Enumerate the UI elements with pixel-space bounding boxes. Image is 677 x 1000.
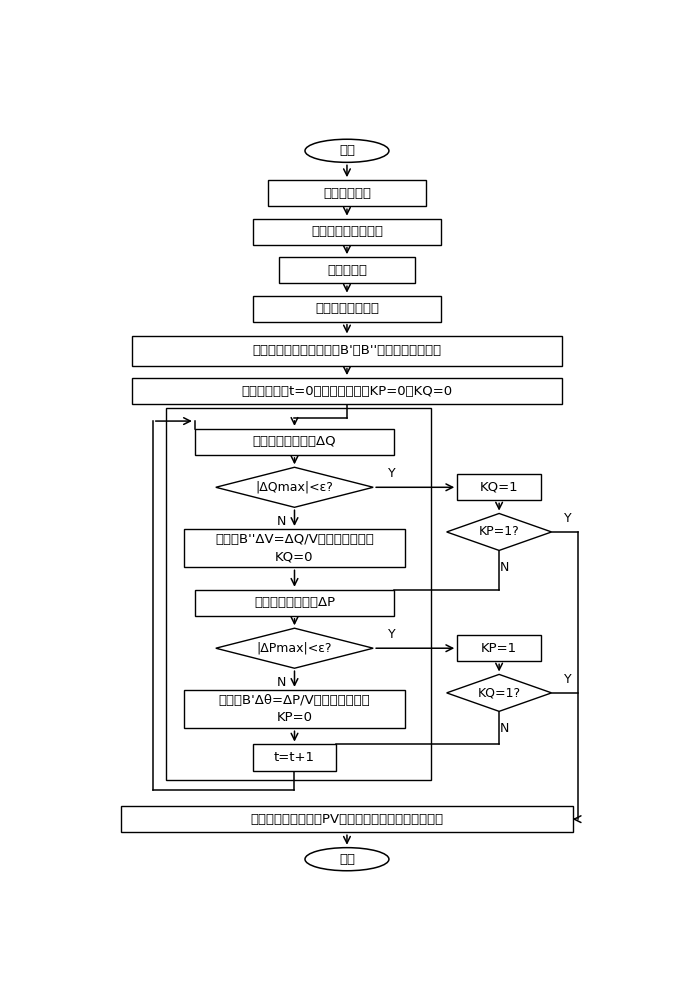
Bar (457, 635, 541, 661)
Bar (195, 590, 394, 616)
Bar (253, 296, 441, 322)
Text: 开始: 开始 (339, 144, 355, 157)
Bar (132, 378, 562, 404)
Text: N: N (500, 561, 509, 574)
Text: KQ=1?: KQ=1? (477, 686, 521, 699)
Bar (184, 529, 405, 567)
Text: Y: Y (388, 467, 395, 480)
Ellipse shape (305, 139, 389, 162)
Text: N: N (277, 515, 286, 528)
Bar (195, 429, 394, 455)
Text: 解方程B'Δθ=ΔP/V，修正电压相角
KP=0: 解方程B'Δθ=ΔP/V，修正电压相角 KP=0 (219, 694, 370, 724)
Polygon shape (447, 674, 552, 711)
Polygon shape (447, 513, 552, 550)
Text: N: N (277, 676, 286, 689)
Text: KP=1?: KP=1? (479, 525, 519, 538)
Text: 计算有功不平衡量ΔP: 计算有功不平衡量ΔP (254, 596, 335, 609)
Bar (184, 690, 405, 728)
Bar (457, 474, 541, 500)
Text: 设置迭代计数t=0，设置收敛标志KP=0，KQ=0: 设置迭代计数t=0，设置收敛标志KP=0，KQ=0 (242, 385, 452, 398)
Text: 形成修正方程的系数矩阵B'和B''并进行因子表分解: 形成修正方程的系数矩阵B'和B''并进行因子表分解 (253, 344, 441, 358)
Text: 小阻抗支路串联补偿: 小阻抗支路串联补偿 (311, 225, 383, 238)
Text: 解方程B''ΔV=ΔQ/V，修正电压幅值
KQ=0: 解方程B''ΔV=ΔQ/V，修正电压幅值 KQ=0 (215, 533, 374, 563)
Bar (253, 744, 336, 771)
Text: |ΔPmax|<ε?: |ΔPmax|<ε? (257, 642, 332, 655)
Polygon shape (216, 467, 373, 507)
Text: KQ=1: KQ=1 (480, 481, 519, 494)
Bar (121, 806, 573, 832)
Text: |ΔQmax|<ε?: |ΔQmax|<ε? (255, 481, 334, 494)
Text: 计算无功不平衡量ΔQ: 计算无功不平衡量ΔQ (253, 435, 336, 448)
Text: KP=1: KP=1 (481, 642, 517, 655)
Polygon shape (216, 628, 373, 668)
Text: 形成节点导纳矩阵: 形成节点导纳矩阵 (315, 302, 379, 315)
Text: 计算平衡节点功率及PV节点无功功率，计算支路功率: 计算平衡节点功率及PV节点无功功率，计算支路功率 (250, 813, 443, 826)
Text: Y: Y (563, 673, 571, 686)
Ellipse shape (305, 848, 389, 871)
Bar (279, 257, 415, 283)
Text: N: N (500, 722, 509, 735)
Text: 结束: 结束 (339, 853, 355, 866)
Bar (166, 408, 431, 780)
Text: Y: Y (388, 628, 395, 641)
Bar (132, 336, 562, 366)
Text: 原始数据输入: 原始数据输入 (323, 187, 371, 200)
Bar (253, 219, 441, 245)
Text: 电压初始化: 电压初始化 (327, 264, 367, 277)
Text: t=t+1: t=t+1 (274, 751, 315, 764)
Text: Y: Y (563, 512, 571, 525)
Bar (268, 180, 426, 206)
